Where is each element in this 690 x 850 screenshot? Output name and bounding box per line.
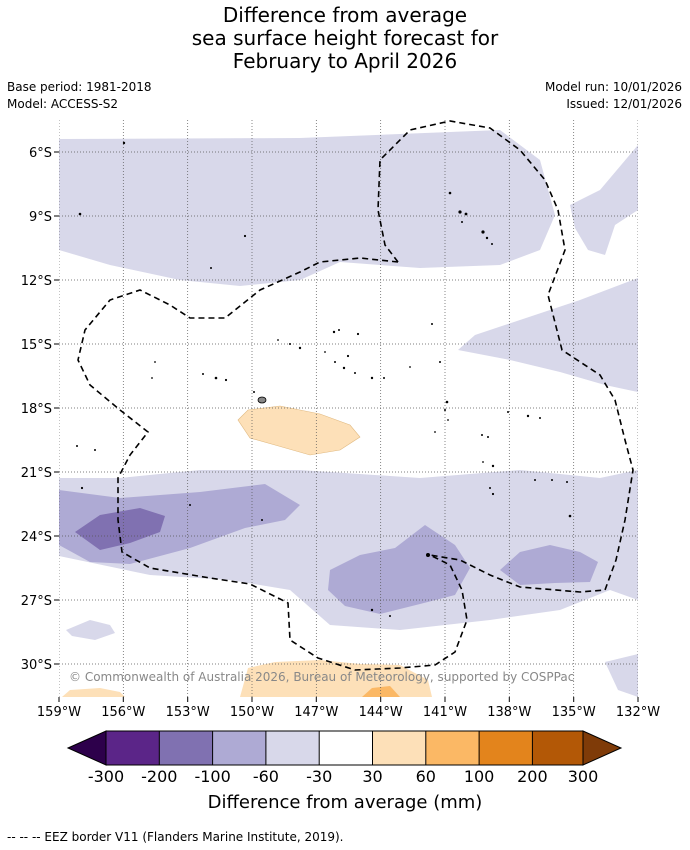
colorbar-dividers [158, 731, 533, 765]
colorbar-swatch [372, 731, 426, 765]
lon-label: 141°W [423, 705, 467, 720]
lon-label: 150°W [230, 705, 274, 720]
colorbar-label: -60 [253, 767, 279, 786]
colorbar-label: 300 [568, 767, 599, 786]
anomaly-patch-medium-central [328, 525, 470, 614]
model-name: Model: ACCESS-S2 [7, 97, 119, 111]
lat-label: 9°S [29, 210, 52, 225]
lat-label: 15°S [21, 338, 52, 353]
lon-label: 159°W [37, 705, 81, 720]
colorbar-label: -200 [141, 767, 177, 786]
anomaly-band-north [59, 130, 555, 286]
map-area: © Commonwealth of Australia 2026, Bureau… [59, 120, 638, 697]
eez-borders [77, 120, 634, 671]
lon-label: 156°W [101, 705, 145, 720]
lat-label: 12°S [21, 274, 52, 289]
colorbar-label: -30 [306, 767, 332, 786]
copyright-text: © Commonwealth of Australia 2026, Bureau… [69, 670, 574, 684]
colorbar-label: 60 [416, 767, 436, 786]
lon-label: 144°W [359, 705, 403, 720]
colorbar-swatch [532, 731, 583, 765]
colorbar: -300 -200 -100 -60 -30 30 60 100 200 300 [66, 730, 623, 786]
colorbar-swatch [319, 731, 373, 765]
colorbar-label: -100 [194, 767, 230, 786]
colorbar-low-extend [66, 730, 107, 766]
anomaly-patch-positive-southwest [62, 688, 125, 697]
colorbar-swatch [212, 731, 266, 765]
anomaly-band-east [458, 278, 638, 392]
lat-label: 30°S [21, 658, 52, 673]
lon-label: 132°W [616, 705, 660, 720]
map-title: Difference from average sea surface heig… [0, 4, 690, 73]
title-line-1: Difference from average [222, 3, 468, 27]
lat-label: 27°S [21, 594, 52, 609]
lon-label: 135°W [552, 705, 596, 720]
colorbar-swatch [106, 731, 160, 765]
issued-date: Issued: 12/01/2026 [566, 97, 682, 111]
anomaly-band-east-north [570, 145, 638, 255]
anomaly-patch-small-southwest [66, 620, 115, 640]
axis-ticks [54, 151, 639, 702]
lat-label: 21°S [21, 466, 52, 481]
colorbar-label: -300 [88, 767, 124, 786]
island-markers [76, 141, 572, 617]
lat-label: 24°S [21, 530, 52, 545]
latitude-labels: 6°S 9°S 12°S 15°S 18°S 21°S 24°S 27°S 30… [21, 146, 52, 673]
colorbar-label: 100 [464, 767, 495, 786]
anomaly-patch-positive-north [237, 405, 361, 456]
anomaly-patch-dark [75, 508, 165, 550]
colorbar-frame [105, 730, 584, 766]
anomaly-patch-small-southeast [605, 654, 638, 697]
longitude-labels: 159°W 156°W 153°W 150°W 147°W 144°W 141°… [37, 705, 660, 720]
title-line-3: February to April 2026 [232, 49, 458, 73]
colorbar-high-extend [582, 730, 623, 766]
colorbar-label: 200 [517, 767, 548, 786]
eez-border-north [377, 120, 634, 593]
lat-label: 18°S [21, 402, 52, 417]
colorbar-labels: -300 -200 -100 -60 -30 30 60 100 200 300 [88, 767, 598, 786]
colorbar-swatch [265, 731, 320, 765]
anomaly-patch-orange-south [362, 686, 400, 697]
eez-footnote: -- -- -- EEZ border V11 (Flanders Marine… [7, 830, 344, 844]
colorbar-title: Difference from average (mm) [207, 792, 483, 813]
eez-border-west [77, 257, 468, 671]
title-line-2: sea surface height forecast for [191, 26, 499, 50]
colorbar-swatch [425, 731, 480, 765]
lon-label: 138°W [487, 705, 531, 720]
lon-label: 153°W [166, 705, 210, 720]
gridlines [59, 120, 638, 697]
colorbar-swatch [159, 731, 213, 765]
island-outline [257, 396, 267, 404]
run-info: Model run: 10/01/2026 Issued: 12/01/2026 [545, 79, 682, 113]
base-info: Base period: 1981-2018 Model: ACCESS-S2 [7, 79, 152, 113]
lat-label: 6°S [29, 146, 52, 161]
lon-label: 147°W [294, 705, 338, 720]
model-run: Model run: 10/01/2026 [544, 80, 682, 94]
base-period: Base period: 1981-2018 [7, 80, 152, 94]
colorbar-swatch [479, 731, 533, 765]
colorbar-label: 30 [362, 767, 382, 786]
